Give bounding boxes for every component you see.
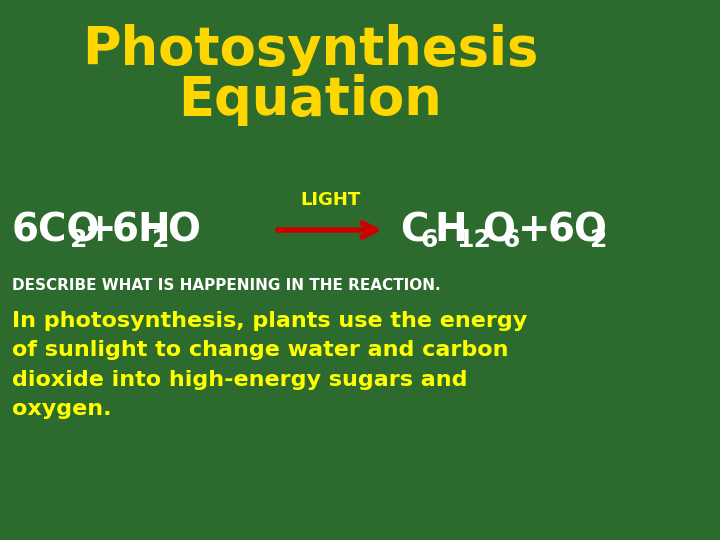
Text: DESCRIBE WHAT IS HAPPENING IN THE REACTION.: DESCRIBE WHAT IS HAPPENING IN THE REACTI… [12,278,441,293]
Text: 2: 2 [152,228,169,252]
Text: LIGHT: LIGHT [300,191,360,209]
Text: O: O [167,211,200,249]
Text: H: H [434,211,467,249]
Text: +: + [518,211,551,249]
Text: 6O: 6O [548,211,608,249]
Text: In photosynthesis, plants use the energy
of sunlight to change water and carbon
: In photosynthesis, plants use the energy… [12,310,527,420]
Text: 12: 12 [456,228,491,252]
Text: 2: 2 [70,228,87,252]
Text: 2: 2 [590,228,608,252]
Text: 6CO: 6CO [12,211,101,249]
Text: 6: 6 [420,228,437,252]
Text: Photosynthesis: Photosynthesis [82,24,538,76]
Text: O: O [482,211,515,249]
Text: 6: 6 [502,228,519,252]
Text: C: C [400,211,428,249]
Text: 6H: 6H [112,211,171,249]
Text: Equation: Equation [178,74,442,126]
Text: +: + [84,211,117,249]
